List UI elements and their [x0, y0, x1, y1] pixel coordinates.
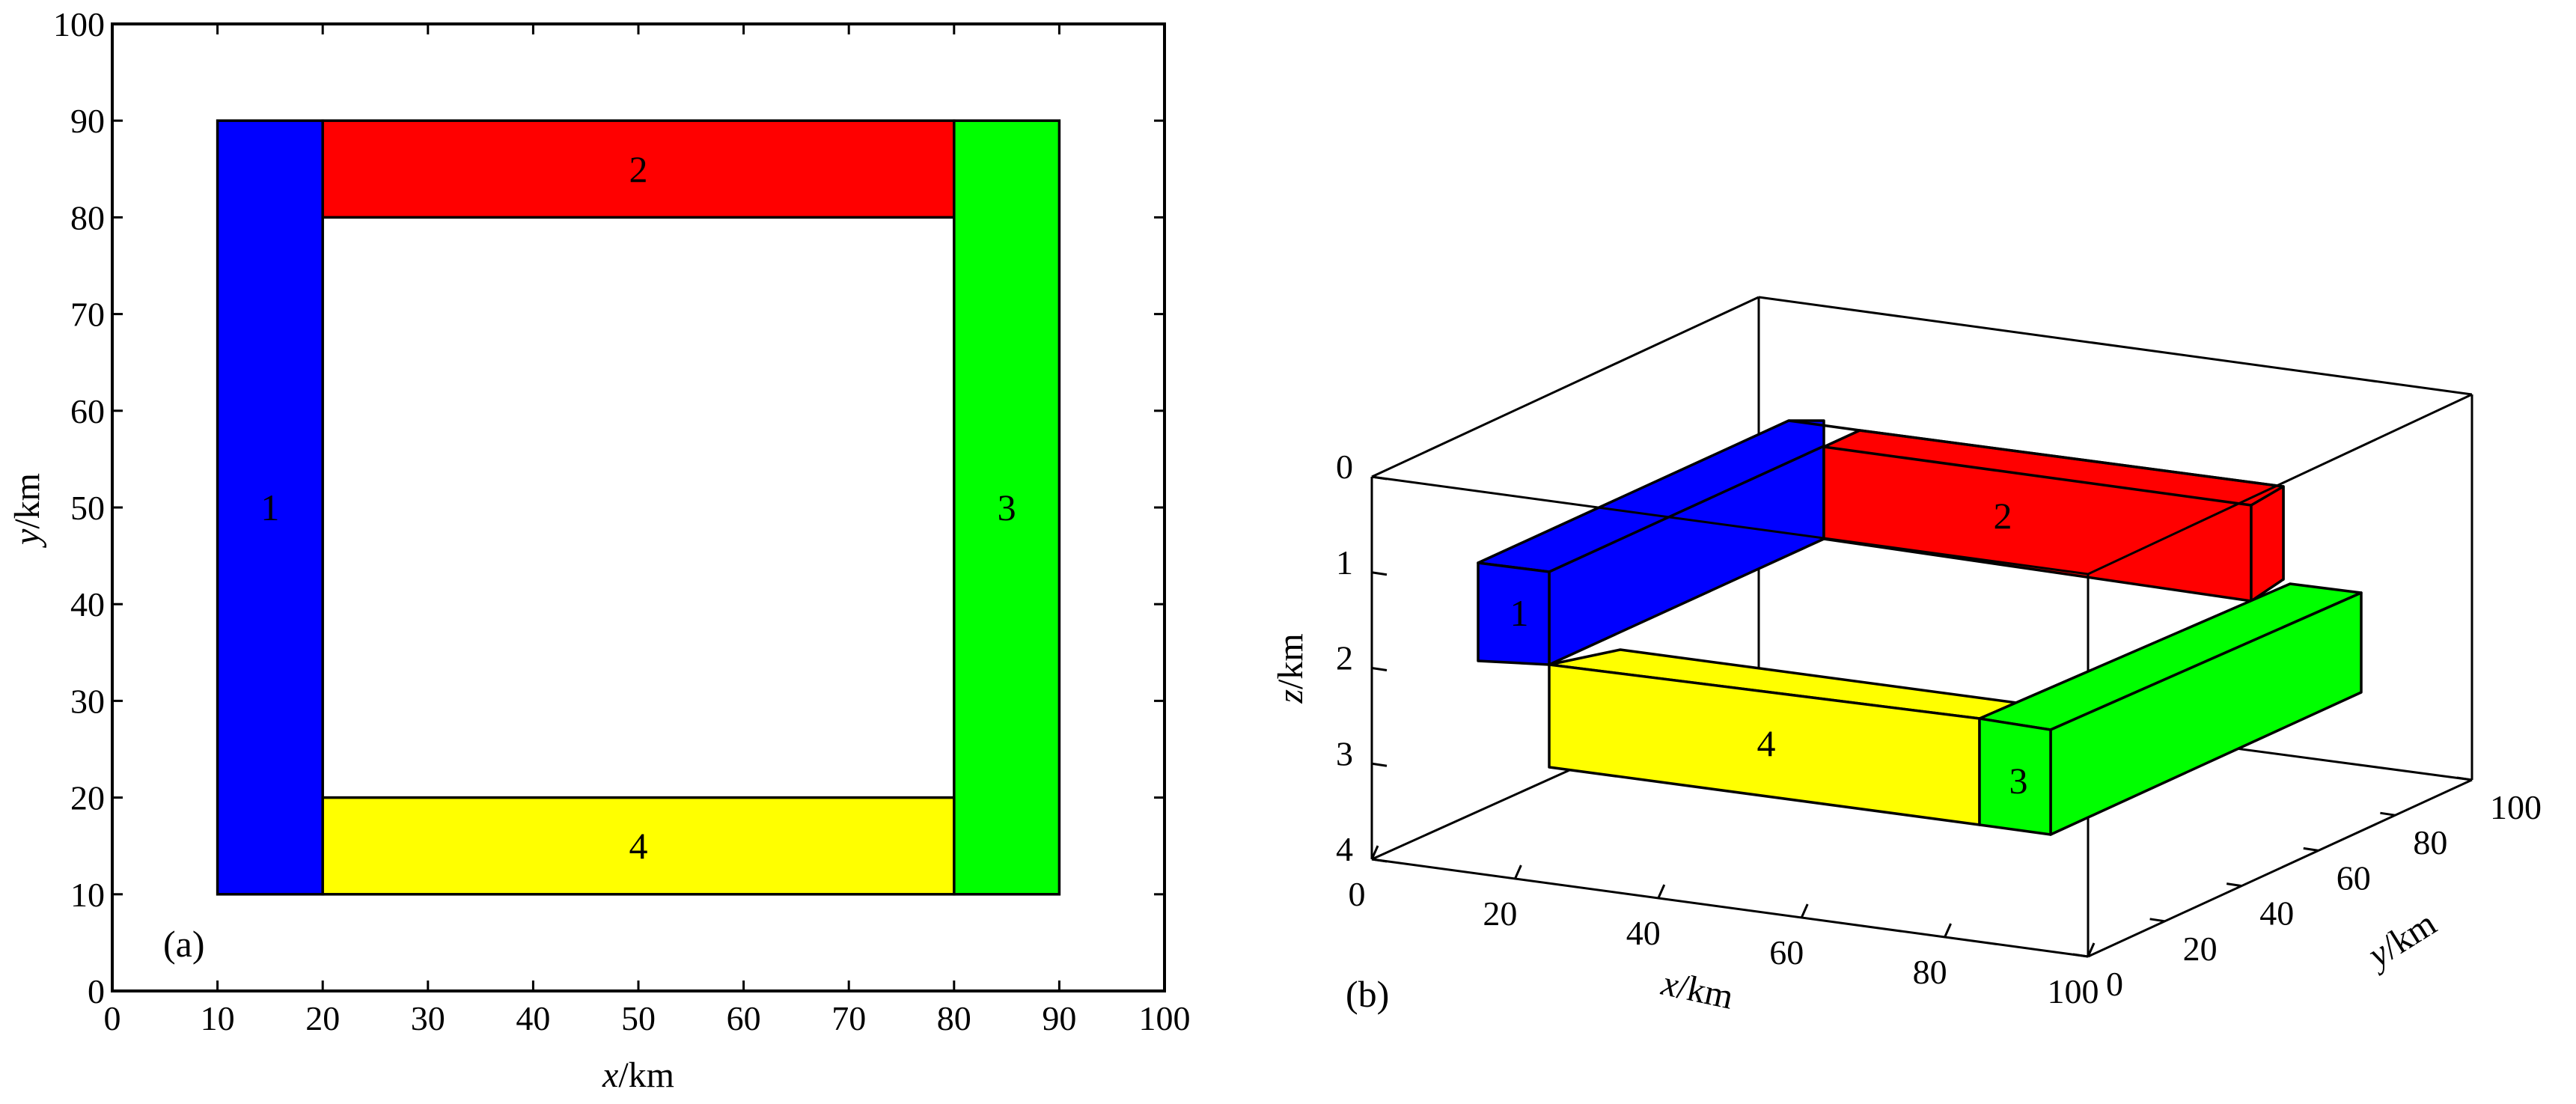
y-tick-label: 40	[70, 585, 105, 623]
y-tick	[2456, 776, 2473, 781]
x-tick-label: 90	[1042, 999, 1076, 1037]
panel-a-y-axis-label: y/km	[7, 473, 47, 549]
x-tick-label: 80	[1913, 953, 1947, 991]
y-tick	[2303, 847, 2319, 852]
block-3-label: 3	[2009, 760, 2028, 802]
block-2	[1822, 429, 2285, 603]
x-tick	[1370, 845, 1379, 860]
y-tick-label: 40	[2259, 894, 2294, 933]
y-tick-label: 60	[70, 392, 105, 430]
z-tick	[1371, 762, 1388, 767]
x-tick-label: 30	[411, 999, 445, 1037]
x-tick-label: 10	[201, 999, 235, 1037]
y-tick-label: 70	[70, 296, 105, 334]
block-2	[321, 119, 956, 219]
panel-a-plot: 0 10 20 30 40 50 60 70 80 90 100 0 10 20 30 40 50 60 70 80 9…	[7, 5, 1191, 1095]
block-2-label: 2	[629, 148, 648, 190]
y-tick-label: 100	[2490, 788, 2542, 826]
panel-b-label: (b)	[1346, 973, 1389, 1015]
panel-b-z-axis-label: z/km	[1271, 633, 1310, 704]
block-3	[1978, 582, 2363, 836]
y-tick-label: 50	[70, 489, 105, 527]
x-tick	[1800, 903, 1809, 918]
z-tick-label: 1	[1336, 543, 1353, 582]
panel-b-x-axis-label: x/km	[1658, 963, 1737, 1017]
y-tick	[2226, 882, 2242, 888]
z-tick-label: 4	[1336, 830, 1353, 868]
z-tick	[1371, 667, 1388, 671]
z-tick	[1371, 858, 1388, 863]
block-4	[321, 796, 956, 896]
x-tick-label: 100	[1139, 999, 1191, 1037]
block-1	[216, 119, 324, 896]
y-tick-label: 80	[70, 198, 105, 237]
z-tick-label: 2	[1336, 639, 1353, 677]
x-tick-label: 80	[937, 999, 971, 1037]
y-tick-label: 100	[53, 5, 105, 43]
block-1	[1477, 419, 1861, 666]
x-tick-label: 50	[621, 999, 656, 1037]
x-tick	[1657, 884, 1666, 899]
y-tick-label: 60	[2337, 859, 2371, 897]
y-tick-label: 20	[2183, 930, 2218, 968]
panel-b-y-axis-label: y/km	[2358, 903, 2444, 977]
block-4	[1548, 648, 2052, 826]
y-tick-label: 20	[70, 779, 105, 817]
x-tick-label: 70	[831, 999, 866, 1037]
x-tick-label: 0	[104, 999, 121, 1037]
block-3-label: 3	[998, 487, 1016, 528]
block-2-label: 2	[1994, 495, 2012, 537]
x-tick	[1944, 923, 1952, 938]
block-4-label: 4	[1757, 722, 1776, 764]
block-4-label: 4	[629, 825, 648, 867]
y-tick-label: 80	[2413, 823, 2447, 861]
x-tick-label: 20	[305, 999, 340, 1037]
panel-a-x-axis-label: x/km	[602, 1055, 674, 1095]
z-tick-label: 0	[1336, 448, 1353, 486]
z-tick-label: 3	[1336, 734, 1353, 772]
y-tick	[2072, 953, 2089, 958]
y-tick-label: 0	[2106, 965, 2123, 1003]
block-3	[953, 119, 1061, 896]
x-tick-label: 100	[2048, 972, 2099, 1010]
y-tick-label: 0	[88, 972, 105, 1010]
x-tick-label: 60	[727, 999, 761, 1037]
z-tick	[1371, 475, 1388, 481]
y-tick-label: 30	[70, 682, 105, 720]
z-tick	[1371, 571, 1388, 576]
y-tick-label: 10	[70, 876, 105, 914]
block-1-label: 1	[1510, 592, 1529, 634]
x-tick-label: 40	[1626, 914, 1661, 952]
x-tick-label: 0	[1349, 875, 1366, 913]
block-1-label: 1	[260, 487, 279, 528]
x-tick-label: 20	[1483, 894, 1517, 933]
y-tick	[2149, 918, 2165, 923]
x-tick	[1514, 864, 1522, 879]
x-tick	[2087, 942, 2096, 957]
y-tick-label: 90	[70, 102, 105, 140]
y-tick	[2380, 811, 2396, 817]
panel-a-label: (a)	[163, 923, 205, 965]
x-tick-label: 60	[1769, 933, 1804, 972]
x-tick-label: 40	[516, 999, 550, 1037]
